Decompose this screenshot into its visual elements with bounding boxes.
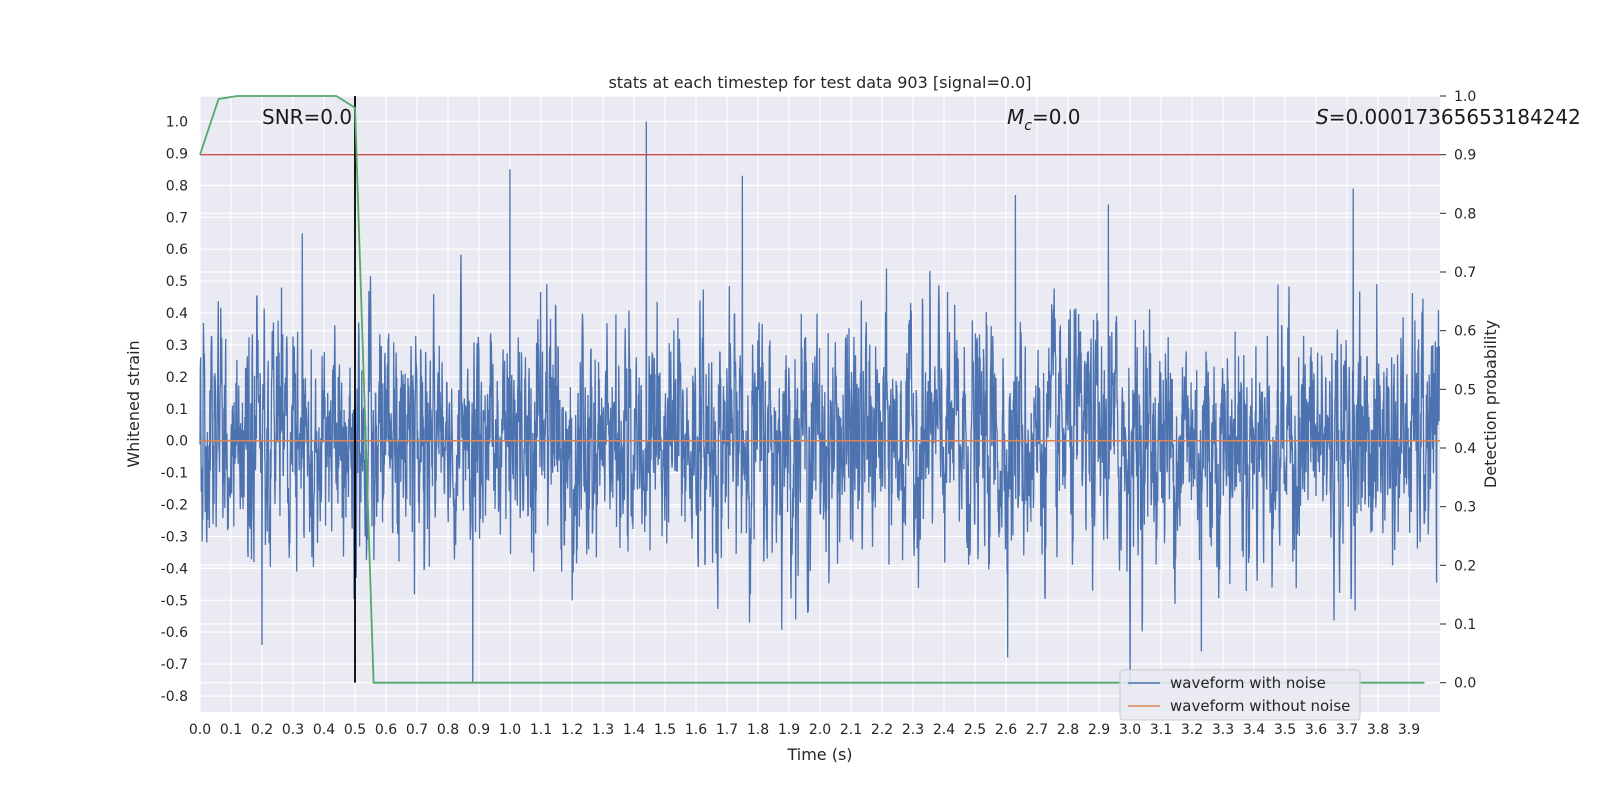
line-series [199,95,1440,684]
y2-tick-label: 0.0 [1454,676,1476,692]
x-tick-label: 1.8 [747,722,769,738]
legend: waveform with noise waveform without noi… [1119,669,1361,721]
x-tick-label: 0.1 [220,722,242,738]
y-tick-label: 1.0 [166,115,188,131]
x-tick-label: 1.7 [716,722,738,738]
y-ticks: -0.8 -0.7 -0.6 -0.5 -0.4 -0.3 -0.2 -0.1 0.0 0.1 0.… [161,115,188,706]
s-annotation: S=0.00017365653184242 [1316,105,1581,129]
x-tick-label: 3.5 [1274,722,1296,738]
mc-value: =0.0 [1032,105,1081,129]
x-tick-label: 0.6 [375,722,397,738]
x-tick-label: 1.4 [623,722,645,738]
y2-ticks: 0.0 0.1 0.2 0.3 0.4 0.5 0.6 0.7 0.8 0.9 1.0 [1440,89,1476,692]
x-tick-label: 1.1 [530,722,552,738]
x-tick-label: 3.7 [1336,722,1358,738]
s-symbol: S [1316,105,1329,129]
y2-tick-label: 0.2 [1454,558,1476,574]
y-tick-label: -0.4 [161,561,188,577]
x-tick-label: 3.4 [1243,722,1265,738]
y2-tick-label: 0.3 [1454,500,1476,516]
x-tick-label: 2.5 [964,722,986,738]
y-axis-label: Whitened strain [124,340,143,467]
x-tick-label: 1.0 [499,722,521,738]
y2-tick-label: 0.1 [1454,617,1476,633]
y-tick-label: 0.4 [166,306,188,322]
x-tick-label: 3.6 [1305,722,1327,738]
x-tick-label: 1.5 [654,722,676,738]
s-value: =0.00017365653184242 [1329,105,1581,129]
x-tick-label: 0.9 [468,722,490,738]
y2-tick-label: 0.7 [1454,265,1476,281]
x-tick-label: 0.5 [344,722,366,738]
legend-label-noise: waveform with noise [1170,674,1326,692]
x-tick-label: 2.2 [871,722,893,738]
snr-annotation: SNR=0.0 [262,105,352,129]
mc-annotation: Mc=0.0 [1007,105,1081,134]
x-tick-label: 3.2 [1181,722,1203,738]
x-tick-label: 3.0 [1119,722,1141,738]
y-tick-label: 0.0 [166,434,188,450]
y-tick-label: 0.3 [166,338,188,354]
chart-title: stats at each timestep for test data 903… [608,73,1031,92]
y2-tick-label: 0.4 [1454,441,1476,457]
mc-subscript: c [1024,118,1032,134]
x-tick-label: 0.7 [406,722,428,738]
series-detection-probability [199,95,1425,684]
x-tick-label: 1.9 [778,722,800,738]
y2-tick-label: 1.0 [1454,89,1476,105]
series-waveform-with-noise [199,121,1441,687]
y2-axis-label: Detection probability [1481,320,1500,488]
y2-tick-label: 0.5 [1454,382,1476,398]
mc-symbol: M [1007,105,1024,129]
x-tick-label: 3.8 [1367,722,1389,738]
x-tick-label: 0.0 [189,722,211,738]
x-tick-label: 2.7 [1026,722,1048,738]
y-tick-label: -0.7 [161,657,188,673]
x-tick-label: 1.6 [685,722,707,738]
legend-label-clean: waveform without noise [1170,697,1350,715]
x-tick-label: 3.1 [1150,722,1172,738]
x-tick-label: 3.3 [1212,722,1234,738]
y-tick-label: 0.7 [166,210,188,226]
y-tick-label: 0.5 [166,274,188,290]
x-tick-label: 2.6 [995,722,1017,738]
x-tick-label: 0.4 [313,722,335,738]
y-tick-label: -0.2 [161,498,188,514]
x-tick-label: 0.3 [282,722,304,738]
y-tick-label: 0.2 [166,370,188,386]
y-tick-label: -0.8 [161,689,188,705]
x-tick-label: 2.4 [933,722,955,738]
noise-series [199,121,1441,687]
y-tick-label: -0.1 [161,466,188,482]
y-tick-label: 0.8 [166,178,188,194]
x-tick-label: 3.9 [1398,722,1420,738]
y2-tick-label: 0.6 [1454,324,1476,340]
x-tick-label: 0.8 [437,722,459,738]
x-ticks: 0.0 0.1 0.2 0.3 0.4 0.5 0.6 0.7 0.8 0.9 1.0 1.1 1.2 1… [189,722,1420,738]
y-tick-label: 0.6 [166,242,188,258]
x-tick-label: 2.8 [1057,722,1079,738]
y-tick-label: 0.9 [166,146,188,162]
x-tick-label: 2.0 [809,722,831,738]
y-tick-label: 0.1 [166,402,188,418]
x-tick-label: 2.3 [902,722,924,738]
y-tick-label: -0.3 [161,529,188,545]
y2-tick-label: 0.8 [1454,206,1476,222]
x-tick-label: 2.1 [840,722,862,738]
x-tick-label: 2.9 [1088,722,1110,738]
legend-box [1119,669,1361,721]
x-tick-label: 0.2 [251,722,273,738]
y-tick-label: -0.6 [161,625,188,641]
x-axis-label: Time (s) [786,745,852,764]
x-tick-label: 1.2 [561,722,583,738]
y2-tick-label: 0.9 [1454,148,1476,164]
x-tick-label: 1.3 [592,722,614,738]
y-tick-label: -0.5 [161,593,188,609]
